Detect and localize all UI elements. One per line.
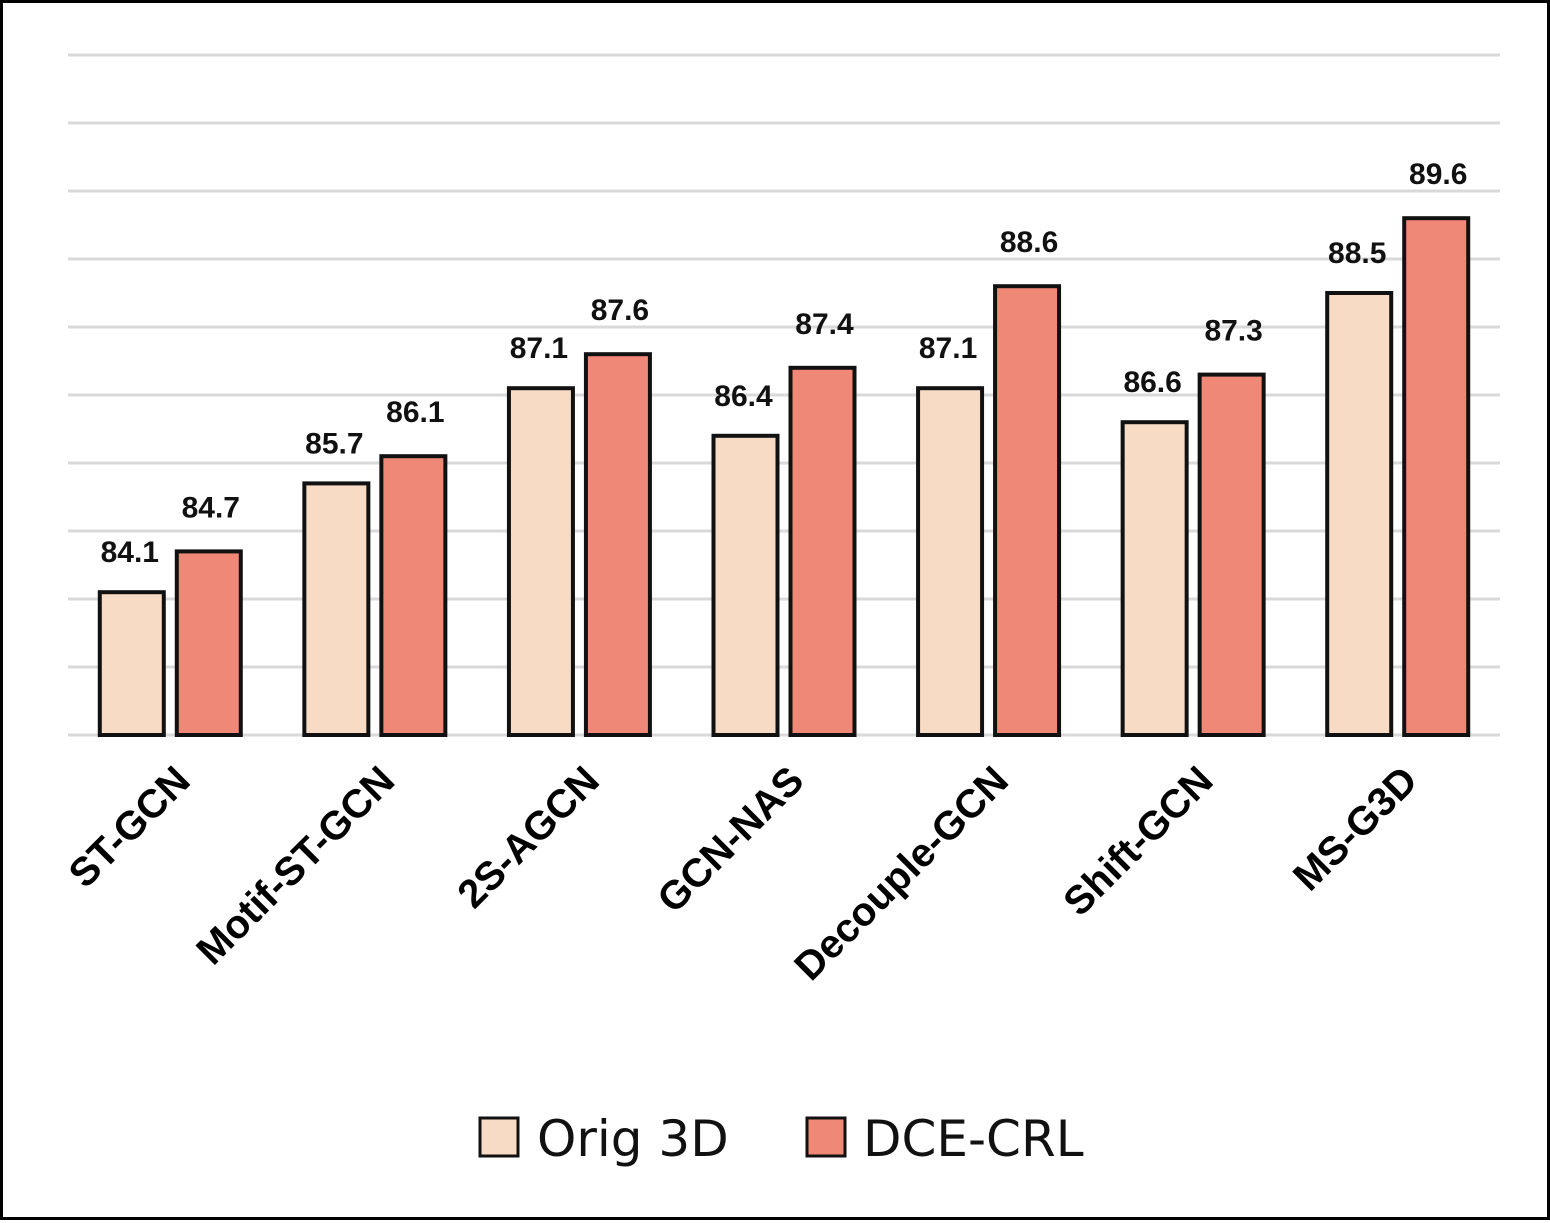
category-label-gcn-nas: GCN-NAS <box>649 758 812 921</box>
bar-orig-3d-motif-st-gcn <box>302 481 371 737</box>
legend-label-dce-crl: DCE-CRL <box>863 1110 1084 1168</box>
category-label-2s-agcn: 2S-AGCN <box>449 758 607 916</box>
value-label-orig-3d-decouple-gcn: 87.1 <box>919 332 977 365</box>
value-label-dce-crl-2s-agcn: 87.6 <box>591 294 649 327</box>
bar-dce-crl-ms-g3d <box>1402 216 1471 737</box>
category-label-st-gcn: ST-GCN <box>61 758 199 896</box>
bar-chart: 84.1 84.7 85.7 86.1 87.1 87.6 86.4 87.4 87.1 88.6… <box>61 53 1500 1168</box>
value-labels: 84.1 84.7 85.7 86.1 87.1 87.6 86.4 87.4 87.1 88.6… <box>101 158 1468 569</box>
bar-orig-3d-shift-gcn <box>1120 420 1189 737</box>
legend-swatch-orig-3d <box>478 1116 520 1158</box>
value-label-orig-3d-2s-agcn: 87.1 <box>510 332 568 365</box>
value-label-orig-3d-motif-st-gcn: 85.7 <box>305 427 363 460</box>
bars <box>97 216 1471 738</box>
category-label-motif-st-gcn: Motif-ST-GCN <box>188 758 403 973</box>
gridlines <box>68 53 1500 737</box>
legend-swatch-dce-crl <box>805 1116 847 1158</box>
legend-item-dce-crl: DCE-CRL <box>805 1110 1084 1168</box>
bar-orig-3d-ms-g3d <box>1325 291 1394 737</box>
category-label-decouple-gcn: Decouple-GCN <box>786 758 1017 989</box>
value-label-orig-3d-shift-gcn: 86.6 <box>1123 366 1181 399</box>
value-label-dce-crl-st-gcn: 84.7 <box>182 491 240 524</box>
bar-dce-crl-motif-st-gcn <box>379 454 448 737</box>
bar-orig-3d-2s-agcn <box>506 386 575 737</box>
legend: Orig 3D DCE-CRL <box>478 1110 1084 1168</box>
value-label-orig-3d-ms-g3d: 88.5 <box>1328 237 1386 270</box>
value-label-dce-crl-ms-g3d: 89.6 <box>1409 158 1467 191</box>
value-label-dce-crl-decouple-gcn: 88.6 <box>1000 226 1058 259</box>
value-label-orig-3d-st-gcn: 84.1 <box>101 536 159 569</box>
value-label-dce-crl-motif-st-gcn: 86.1 <box>386 396 444 429</box>
bar-dce-crl-shift-gcn <box>1197 372 1266 737</box>
bar-orig-3d-decouple-gcn <box>916 386 985 737</box>
bar-dce-crl-st-gcn <box>174 549 243 738</box>
bar-dce-crl-gcn-nas <box>788 365 857 737</box>
bar-dce-crl-decouple-gcn <box>993 284 1062 737</box>
value-label-orig-3d-gcn-nas: 86.4 <box>714 380 773 413</box>
category-label-shift-gcn: Shift-GCN <box>1055 758 1221 924</box>
value-label-dce-crl-shift-gcn: 87.3 <box>1204 315 1262 348</box>
legend-item-orig-3d: Orig 3D <box>478 1110 729 1168</box>
bar-dce-crl-2s-agcn <box>583 352 652 737</box>
value-label-dce-crl-gcn-nas: 87.4 <box>795 308 854 341</box>
category-label-ms-g3d: MS-G3D <box>1285 758 1426 899</box>
bar-orig-3d-st-gcn <box>97 590 166 738</box>
bar-orig-3d-gcn-nas <box>711 433 780 737</box>
legend-label-orig-3d: Orig 3D <box>537 1110 729 1168</box>
